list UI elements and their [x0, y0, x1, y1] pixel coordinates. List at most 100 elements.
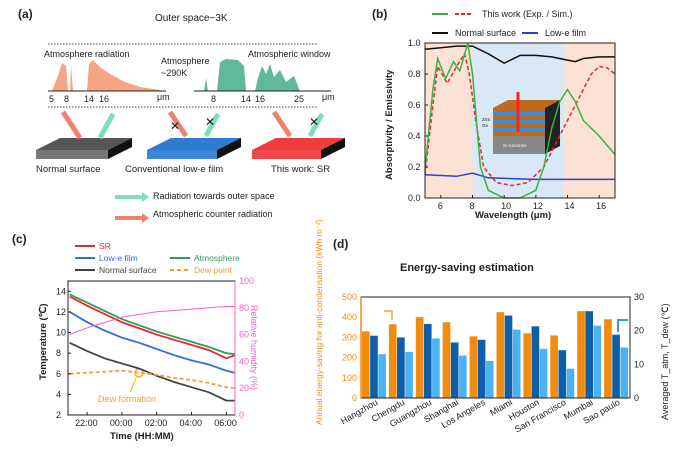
series-line: [424, 172, 615, 181]
panel-a: (a) Outer space~3K Atmosphere radiation …: [18, 7, 345, 223]
y-tick-label: 400: [342, 312, 357, 322]
counter-radiation-arrow: [271, 110, 293, 138]
legend-label: SR: [99, 241, 111, 251]
inset-label-ge: Ge: [482, 123, 489, 128]
panel-b: (b) This work (Exp. / Sim.) Normal surfa…: [372, 7, 616, 221]
series-line: [69, 369, 236, 390]
atmospheric-window-label: Atmospheric window: [248, 49, 331, 59]
shaded-region: [425, 43, 473, 198]
y-tick-label: 8: [56, 348, 61, 358]
tick: 14: [241, 94, 251, 104]
outgoing-radiation-arrow: [97, 112, 116, 140]
normal-surface-slab: [36, 138, 132, 159]
x-tick-label: 04:00: [180, 418, 203, 428]
y-tick-label: 14: [56, 286, 66, 296]
bar-energy-saving: [496, 312, 505, 398]
legend-arrowhead-icon: [142, 213, 149, 223]
bar-t-dew: [432, 338, 440, 398]
inset-top-layer: [493, 100, 560, 108]
y-tick-label: 0.8: [408, 69, 421, 79]
bar-t-atm: [531, 326, 540, 398]
y-tick-label: 0.6: [408, 100, 421, 110]
atmosphere-radiation-label: Atmosphere radiation: [44, 49, 130, 59]
legend-this-work: This work (Exp. / Sim.): [482, 9, 573, 19]
legend-label: Dew point: [194, 265, 232, 275]
bar-t-atm: [370, 335, 378, 398]
bar-energy-saving: [577, 311, 585, 398]
x-axis-label: Time (HH:MM): [110, 431, 174, 442]
y-right-tick-label: 60: [239, 330, 249, 340]
bar-t-atm: [477, 339, 486, 398]
shaded-region: [564, 43, 615, 198]
y-axis-label: Temperature (℃): [38, 304, 49, 380]
bar-t-dew: [405, 351, 413, 398]
counter-radiation-arrow: [60, 110, 83, 140]
left-axis-indicator-arrow-icon: [384, 310, 393, 320]
x-tick-label: 06:00: [214, 418, 237, 428]
bar-t-atm: [558, 350, 567, 398]
x-tick-label: 02:00: [145, 418, 168, 428]
y-tick-label: 4: [56, 389, 61, 399]
panel-a-label: (a): [18, 7, 33, 21]
y-tick-label: 1.0: [408, 38, 421, 48]
inset-label-zns: ZnS: [482, 117, 490, 122]
y-right-tick-label: 100: [239, 276, 254, 286]
y-tick-label: 0.2: [408, 162, 421, 172]
series-line: [69, 295, 236, 360]
legend-label: Atmosphere: [194, 253, 240, 263]
right-axis-indicator-arrow-icon: [617, 319, 628, 332]
bar-t-atm: [504, 315, 513, 398]
bar-t-dew: [485, 360, 494, 398]
y-tick-label: 2: [56, 410, 61, 420]
arrows: ✕ ✕ ✕: [60, 110, 325, 140]
tick: 8: [64, 94, 69, 104]
dew-formation-pointer: [129, 377, 137, 393]
series-line: [69, 293, 236, 356]
y-tick-label: 6: [56, 369, 61, 379]
series-line: [424, 51, 616, 187]
y-tick-label: 0.4: [408, 131, 421, 141]
blocked-x-icon: ✕: [309, 115, 319, 129]
atmosphere-temp-value: ~290K: [161, 68, 187, 78]
x-tick-label: 14: [565, 201, 575, 211]
outer-space-label: Outer space~3K: [155, 13, 228, 24]
bar-t-atm: [612, 334, 620, 398]
x-axis-label: Wavelength (μm): [475, 210, 551, 221]
x-tick-label: 6: [438, 201, 443, 211]
panel-d-label: (d): [333, 237, 348, 251]
bar-t-dew: [620, 347, 629, 398]
legend-outgoing-label: Radiation towards outer space: [153, 191, 275, 201]
panel-b-label: (b): [372, 7, 387, 21]
y-right-tick-label: 20: [634, 326, 644, 336]
y-tick-label: 500: [342, 292, 357, 302]
legend-arrowhead-icon: [142, 192, 149, 202]
bar-t-dew: [593, 325, 602, 398]
x-tick-label: 16: [596, 201, 606, 211]
bar-t-atm: [423, 323, 432, 398]
x-tick-label: 00:00: [110, 418, 133, 428]
unit-label: μm: [322, 92, 335, 102]
y-tick-label: 10: [56, 328, 66, 338]
bar-energy-saving: [442, 322, 451, 398]
y-right-tick-label: 10: [634, 359, 644, 369]
x-tick-label: 10: [501, 201, 511, 211]
y-right-tick-label: 40: [239, 356, 249, 366]
legend-label: Normal surface: [99, 265, 157, 275]
tick: 16: [255, 94, 265, 104]
panel-c: (c) Temperature (℃) Relative humidity (%…: [12, 232, 259, 442]
series-line: [69, 341, 235, 402]
y-tick-label: 200: [342, 353, 357, 363]
y-right-tick-label: 0: [239, 410, 244, 420]
legend-label: Low-e film: [99, 253, 138, 263]
y-right-tick-label: 20: [239, 383, 249, 393]
dew-formation-annotation: Dew formation: [98, 394, 156, 404]
y-tick-label: 0: [352, 393, 357, 403]
bar-t-atm: [450, 342, 459, 398]
bar-energy-saving: [469, 336, 478, 398]
bar-energy-saving: [415, 317, 424, 398]
bar-energy-saving: [388, 324, 397, 398]
tick: 16: [99, 94, 109, 104]
bar-t-atm: [585, 311, 594, 398]
atmosphere-radiation-spectrum: [52, 60, 160, 91]
